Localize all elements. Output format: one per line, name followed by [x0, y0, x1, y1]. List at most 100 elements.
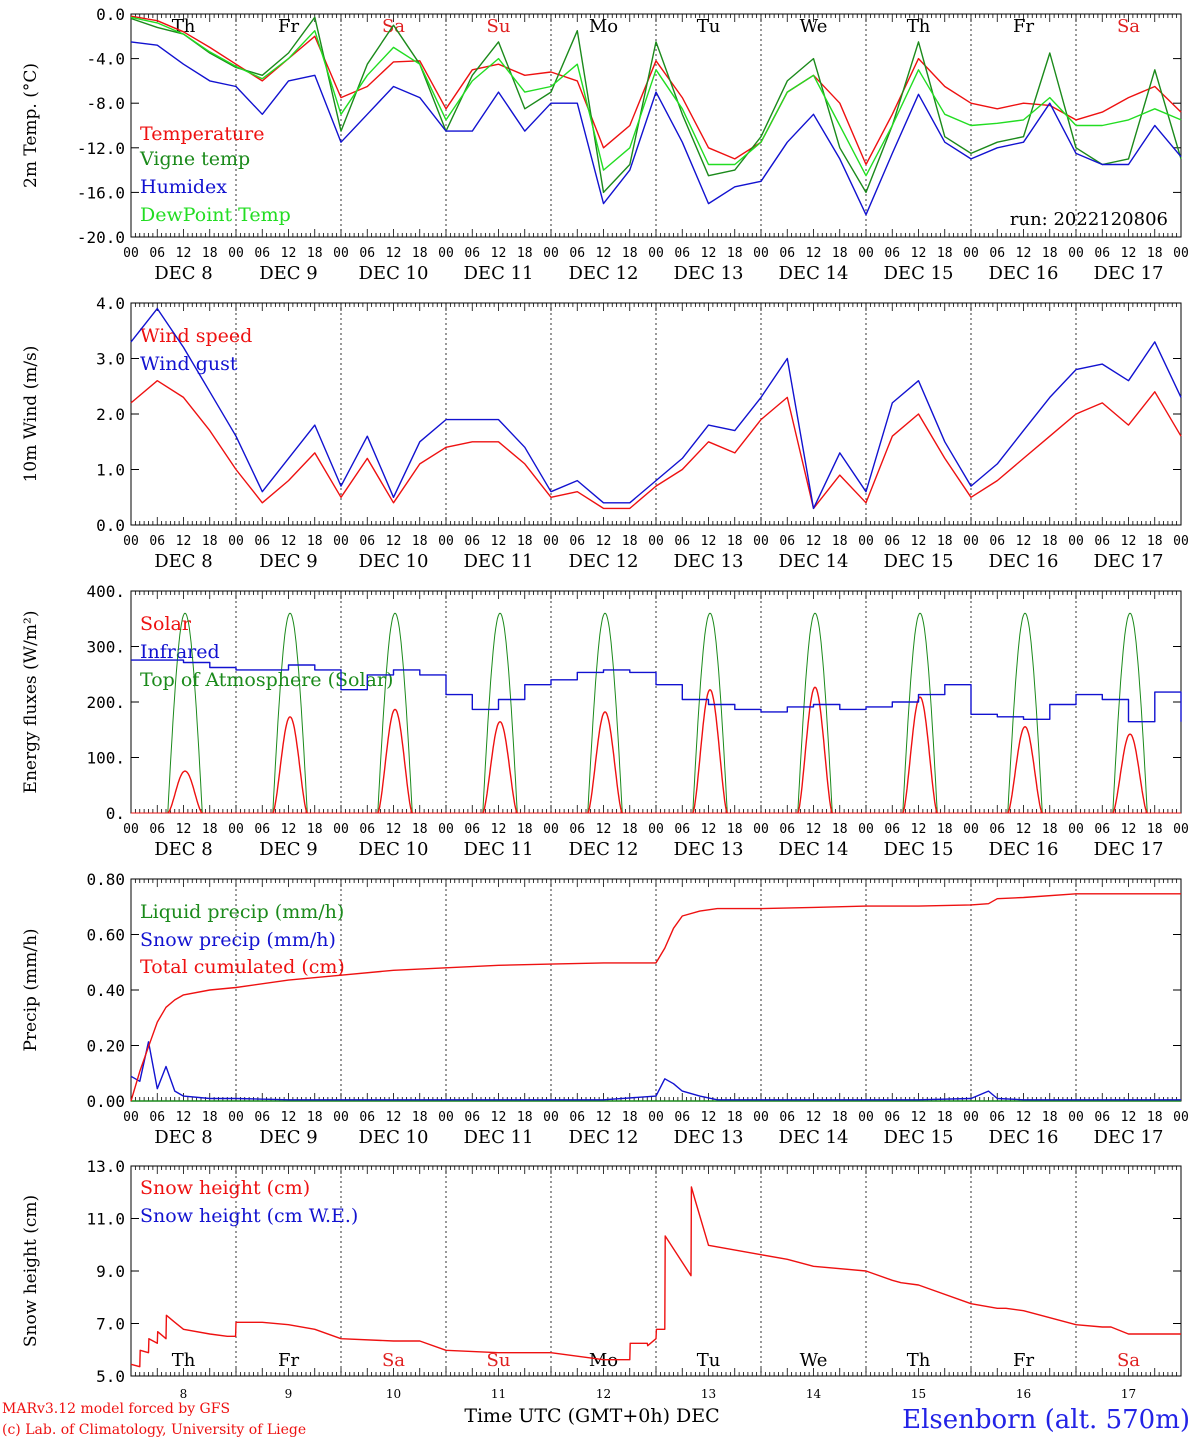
weekday-label: Tu: [697, 1350, 721, 1371]
x-tick-label: 00: [648, 1110, 664, 1125]
y-tick-label: 1.0: [96, 461, 125, 480]
x-tick-label: 18: [412, 534, 428, 549]
weekday-label: We: [800, 16, 828, 37]
toa-solar-line: [1112, 612, 1148, 814]
x-tick-label: 12: [911, 246, 927, 261]
x-tick-label: 12: [806, 246, 822, 261]
y-tick-label: 100.: [86, 749, 125, 768]
x-tick-label: 00: [438, 534, 454, 549]
x-tick-label: 18: [727, 822, 743, 837]
x-tick-label: 00: [753, 246, 769, 261]
x-tick-label: 06: [779, 822, 795, 837]
x-tick-label: 00: [123, 246, 139, 261]
x-tick-label: 00: [333, 246, 349, 261]
x-tick-label: 12: [176, 246, 192, 261]
x-tick-label: 18: [1042, 822, 1058, 837]
legend-entry: Snow height (cm W.E.): [140, 1205, 358, 1227]
x-tick-label: 12: [386, 534, 402, 549]
x-tick-label: 00: [543, 1110, 559, 1125]
weekday-label: Sa: [1117, 16, 1140, 37]
day-label: DEC 12: [569, 551, 639, 572]
day-label: DEC 10: [359, 1127, 429, 1148]
x-tick-label: 18: [307, 246, 323, 261]
x-tick-label: 18: [307, 1110, 323, 1125]
x-tick-label: 18: [622, 1110, 638, 1125]
x-tick-label: 12: [491, 534, 507, 549]
x-tick-label: 00: [123, 534, 139, 549]
solar-line: [692, 689, 728, 814]
x-tick-label: 12: [281, 246, 297, 261]
day-number-label: 12: [596, 1387, 611, 1401]
x-tick-label: 06: [1094, 822, 1110, 837]
day-number-label: 9: [285, 1387, 293, 1401]
x-tick-label: 18: [727, 246, 743, 261]
x-tick-label: 12: [701, 822, 717, 837]
day-label: DEC 13: [674, 1127, 744, 1148]
panel-3: 400. 300. 200. 100. 0. Energy fluxes (W/m²) 00…: [21, 582, 1189, 860]
solar-line: [1112, 733, 1148, 814]
day-label: DEC 17: [1094, 839, 1164, 860]
day-number-label: 8: [180, 1387, 188, 1401]
x-tick-label: 00: [963, 1110, 979, 1125]
day-number-label: 16: [1016, 1387, 1031, 1401]
x-tick-label: 06: [674, 246, 690, 261]
x-tick-label: 06: [359, 534, 375, 549]
x-tick-label: 00: [438, 1110, 454, 1125]
x-tick-label: 06: [674, 1110, 690, 1125]
x-tick-label: 00: [228, 534, 244, 549]
x-tick-label: 00: [333, 822, 349, 837]
x-tick-label: 00: [1173, 246, 1189, 261]
x-tick-label: 12: [386, 822, 402, 837]
x-tick-label: 18: [202, 1110, 218, 1125]
day-label: DEC 8: [154, 551, 213, 572]
y-tick-label: 0.20: [86, 1037, 125, 1056]
x-tick-label: 12: [701, 246, 717, 261]
legend-entry: Temperature: [140, 123, 264, 145]
x-tick-label: 06: [779, 246, 795, 261]
y-tick-label: 0.40: [86, 981, 125, 1000]
x-tick-label: 06: [149, 246, 165, 261]
legend-entry: Wind gust: [140, 353, 238, 375]
weekday-label: Fr: [278, 1350, 299, 1371]
x-tick-label: 06: [464, 246, 480, 261]
x-tick-label: 00: [1068, 822, 1084, 837]
x-tick-label: 18: [1042, 1110, 1058, 1125]
x-tick-label: 06: [884, 246, 900, 261]
x-tick-label: 06: [989, 246, 1005, 261]
x-tick-label: 18: [517, 822, 533, 837]
x-tick-label: 12: [176, 1110, 192, 1125]
x-tick-label: 00: [1173, 822, 1189, 837]
x-tick-label: 12: [1016, 534, 1032, 549]
x-tick-label: 12: [806, 534, 822, 549]
toa-solar-line: [902, 612, 938, 814]
toa-solar-line: [377, 612, 413, 814]
x-tick-label: 00: [753, 1110, 769, 1125]
solar-line: [902, 696, 938, 814]
x-tick-label: 00: [648, 246, 664, 261]
x-tick-label: 12: [281, 534, 297, 549]
x-tick-label: 06: [989, 822, 1005, 837]
x-tick-label: 06: [464, 822, 480, 837]
x-tick-label: 12: [1121, 246, 1137, 261]
x-tick-label: 18: [412, 1110, 428, 1125]
x-tick-label: 18: [202, 534, 218, 549]
x-tick-label: 12: [911, 822, 927, 837]
weekday-label: Th: [907, 16, 931, 37]
x-tick-label: 06: [1094, 246, 1110, 261]
x-tick-label: 06: [254, 822, 270, 837]
x-tick-label: 06: [1094, 1110, 1110, 1125]
legend-entry: DewPoint Temp: [140, 204, 291, 226]
y-axis-title: 2m Temp. (°C): [21, 63, 41, 188]
y-tick-label: 5.0: [96, 1367, 125, 1386]
x-tick-label: 18: [727, 1110, 743, 1125]
solar-line: [377, 708, 413, 814]
toa-solar-line: [797, 612, 833, 814]
x-tick-label: 12: [596, 822, 612, 837]
day-label: DEC 16: [989, 551, 1059, 572]
x-tick-label: 12: [596, 246, 612, 261]
day-label: DEC 10: [359, 551, 429, 572]
wind-speedline: [130, 380, 1182, 510]
weekday-label: Su: [487, 16, 511, 37]
x-tick-label: 00: [1068, 1110, 1084, 1125]
y-tick-label: -20.0: [77, 228, 125, 247]
